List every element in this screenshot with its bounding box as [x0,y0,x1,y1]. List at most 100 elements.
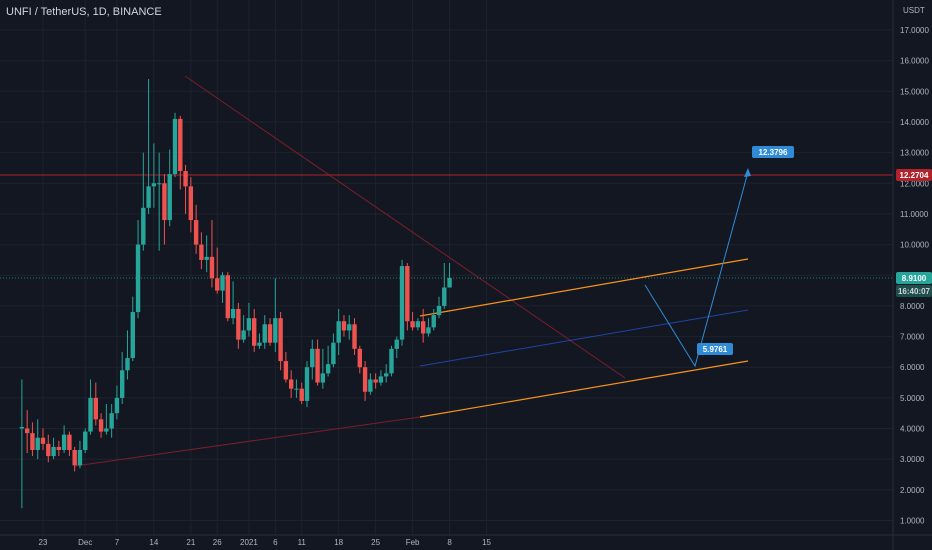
candle-body [183,171,188,187]
candle-body [341,321,347,331]
candle [415,318,421,331]
current-price-label-bg [896,272,932,285]
countdown-label-bg [896,285,932,298]
candle [257,333,262,349]
candle [262,315,267,349]
x-tick-label: 8 [447,538,452,547]
candle-body [283,361,289,380]
candle [104,404,109,435]
candle-body [257,342,262,346]
candle-body [331,342,336,365]
channel-lower [419,360,749,418]
x-tick-label: Dec [78,538,92,547]
candle-body [98,419,104,432]
candle-body [24,428,30,434]
candle [283,351,289,383]
candle [442,262,447,309]
y-tick-label: 16.0000 [900,57,929,66]
candle-body [304,367,310,401]
candle [325,345,331,377]
candle-body [431,315,436,328]
candle [384,364,389,383]
candle [83,428,88,454]
axis-currency: USDT [903,6,925,15]
candle-body [315,348,320,383]
candle-body [252,318,257,346]
candle-body [104,428,109,432]
candle [352,318,357,355]
candle [220,272,225,303]
candle-body [294,388,299,390]
candle [120,351,125,405]
candle-body [51,446,56,457]
candle-body [378,376,384,383]
candle [67,431,72,457]
y-tick-label: 5.0000 [900,394,925,403]
target-high-label-bg [752,146,794,158]
countdown-label-text: 16:40:07 [898,287,931,296]
resistance-price-label-bg [896,168,932,181]
candle [362,361,368,401]
x-tick-label: 15 [482,538,491,547]
x-tick-label: Feb [406,538,420,547]
candle [146,79,151,214]
candle-body [88,397,93,432]
candle-body [209,256,215,279]
candle-body [172,118,178,175]
y-tick-label: 13.0000 [900,149,929,158]
candle [77,440,83,469]
candle [267,318,273,346]
y-tick-label: 14.0000 [900,118,929,127]
candle-body [130,312,135,359]
candle [204,235,209,273]
candle-body [288,379,294,389]
candle [299,382,304,405]
candle-body [420,321,426,334]
x-tick-label: 14 [149,538,158,547]
candle [135,220,141,319]
y-tick-label: 1.0000 [900,517,925,526]
candle-body [225,275,230,319]
candle [288,370,294,398]
candle-body [325,364,331,374]
candle [294,379,299,398]
candle-body [188,186,194,221]
candle-body [415,321,421,328]
candle [114,385,120,420]
candle-body [93,397,98,420]
y-tick-label: 3.0000 [900,455,925,464]
current-price-label-text: 8.9100 [902,274,927,283]
candle-body [61,434,67,450]
channel-mid [419,309,749,367]
candle-body [273,318,278,343]
x-tick-label: 11 [298,538,307,547]
candle-body [399,266,405,340]
candle-body [362,367,368,392]
candle [331,333,336,368]
candle [56,440,62,457]
candle-body [230,308,236,319]
candle [178,115,183,190]
candle-body [199,244,204,260]
candle-body [30,433,35,450]
candle [410,312,415,331]
candle-body [236,308,241,340]
candle-body [125,358,130,371]
candle [19,379,25,509]
candle [130,296,135,362]
candle-body [156,183,162,185]
candle-body [384,373,389,377]
y-tick-label: 10.0000 [900,241,929,250]
candle [93,382,98,426]
candle-body [436,305,442,316]
candle-body [246,318,252,331]
candle [304,361,310,408]
candle-body [114,397,120,414]
x-tick-label: 6 [273,538,278,547]
candle-body [215,278,220,291]
candle-body [347,324,352,331]
candle [436,296,442,319]
candle-body [410,321,415,328]
candle [167,149,172,227]
